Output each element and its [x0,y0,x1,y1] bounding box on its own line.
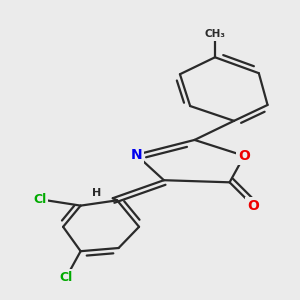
Text: N: N [130,148,142,162]
Text: O: O [238,149,250,163]
Text: Cl: Cl [59,271,73,284]
Text: CH₃: CH₃ [205,29,226,39]
Text: O: O [247,199,259,213]
Text: Cl: Cl [33,193,46,206]
Text: H: H [92,188,101,198]
